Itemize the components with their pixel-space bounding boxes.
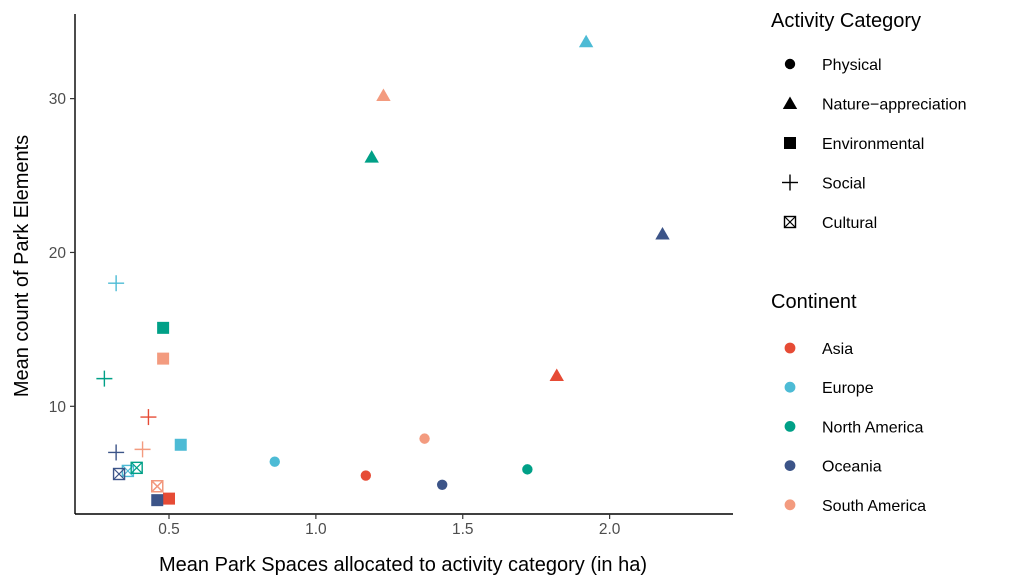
data-point (151, 494, 164, 507)
legend-key-circle (784, 342, 796, 354)
data-point (578, 34, 594, 48)
color-legend-item: South America (784, 498, 926, 515)
shape-legend-label: Physical (822, 57, 882, 74)
y-tick-label: 10 (49, 399, 67, 416)
data-point (376, 88, 391, 102)
shape-legend-item: Environmental (784, 136, 924, 153)
data-point (96, 370, 113, 387)
shape-legend-item: Social (782, 174, 866, 193)
y-tick-label: 20 (49, 245, 67, 262)
color-legend-label: Asia (822, 341, 853, 358)
color-legend: Continent Asia Europe North America Oceania… (771, 291, 926, 515)
x-tick-label: 0.5 (158, 521, 180, 538)
y-tick-label: 30 (49, 91, 67, 108)
data-point (157, 321, 170, 334)
x-axis-title: Mean Park Spaces allocated to activity c… (159, 554, 647, 576)
legend-key-circle (784, 499, 796, 511)
color-legend-item: Europe (784, 380, 874, 397)
data-point (151, 480, 164, 493)
data-point (174, 438, 187, 451)
data-points (96, 34, 670, 507)
shape-legend-title: Activity Category (771, 10, 921, 32)
legend-key-circle (784, 460, 796, 471)
data-point (419, 433, 430, 444)
shape-legend-item: Nature−appreciation (782, 96, 967, 114)
color-legend-item: Oceania (784, 459, 882, 476)
data-point (269, 456, 280, 467)
color-legend-label: South America (822, 498, 926, 515)
x-tick-label: 2.0 (599, 521, 621, 538)
data-point (364, 150, 379, 163)
data-point (112, 467, 126, 481)
x-tick-label: 1.0 (305, 521, 327, 538)
data-point (140, 409, 157, 426)
data-point (522, 464, 533, 475)
color-legend-label: Oceania (822, 459, 882, 476)
legend-key-plus (782, 174, 798, 191)
color-legend-item: Asia (784, 341, 853, 358)
shape-legend-label: Social (822, 176, 866, 193)
color-legend-label: North America (822, 419, 923, 436)
data-point (108, 275, 125, 292)
x-tick-label: 1.5 (452, 521, 474, 538)
color-legend-item: North America (784, 419, 923, 436)
data-point (163, 492, 175, 505)
shape-legend-label: Environmental (822, 136, 924, 153)
shape-legend-item: Cultural (783, 215, 877, 232)
axes: 0.5 1.0 1.5 2.0 10 20 30 (49, 14, 733, 538)
data-point (130, 461, 143, 475)
legend-key-boxed-x (783, 215, 797, 229)
legend-key-circle (784, 58, 796, 70)
data-point (549, 368, 564, 382)
shape-legend-label: Nature−appreciation (822, 97, 967, 114)
y-axis-title: Mean count of Park Elements (11, 135, 33, 397)
shape-legend: Activity Category Physical Nature−appreci… (771, 10, 967, 232)
legend-key-square (784, 137, 796, 149)
data-point (360, 470, 372, 481)
legend-key-circle (784, 421, 796, 432)
data-point (134, 441, 151, 458)
data-point (655, 227, 670, 240)
legend-key-circle (784, 381, 796, 393)
legend-key-triangle (782, 96, 798, 109)
shape-legend-item: Physical (784, 57, 882, 74)
data-point (157, 352, 170, 365)
shape-legend-label: Cultural (822, 215, 877, 232)
data-point (436, 479, 448, 490)
data-point (108, 444, 125, 461)
color-legend-title: Continent (771, 291, 857, 313)
color-legend-label: Europe (822, 380, 874, 397)
